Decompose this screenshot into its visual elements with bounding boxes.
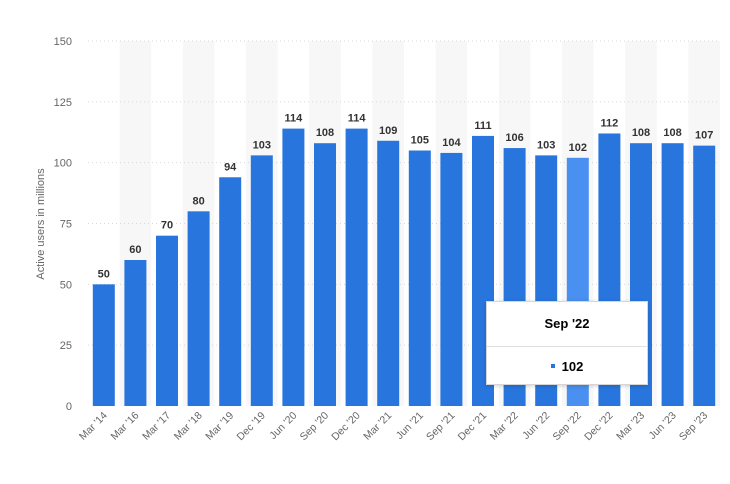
data-label: 112 xyxy=(601,117,619,129)
data-label: 94 xyxy=(224,161,237,173)
x-tick-label: Mar '22 xyxy=(488,410,521,443)
gridlines xyxy=(88,40,720,346)
bar xyxy=(92,284,115,406)
bar xyxy=(187,211,210,406)
bar xyxy=(693,145,716,406)
data-label: 114 xyxy=(285,113,304,125)
x-tick-label: Dec '22 xyxy=(582,410,616,444)
x-tick-label: Sep '22 xyxy=(550,410,584,444)
data-label: 104 xyxy=(442,137,461,149)
x-tick-label: Mar '21 xyxy=(361,410,394,443)
x-tick-label: Sep '20 xyxy=(298,410,332,444)
data-label: 50 xyxy=(98,268,110,280)
tooltip-body: 102 xyxy=(487,347,647,385)
y-tick-label: 25 xyxy=(60,340,72,352)
x-tick-label: Dec '21 xyxy=(456,410,490,444)
x-tick-label: Dec '19 xyxy=(234,410,268,444)
data-label: 108 xyxy=(632,127,650,139)
data-label: 108 xyxy=(316,127,334,139)
tooltip-title: Sep '22 xyxy=(487,302,647,347)
bar xyxy=(377,140,400,406)
tooltip: Sep '22 102 xyxy=(486,301,648,385)
x-tick-label: Mar '23 xyxy=(614,410,647,443)
data-label: 109 xyxy=(379,125,397,137)
y-tick-label: 0 xyxy=(66,401,72,413)
bar xyxy=(219,177,242,406)
y-tick-label: 150 xyxy=(54,36,72,48)
data-label: 106 xyxy=(505,132,523,144)
data-label: 102 xyxy=(569,142,587,154)
bar xyxy=(156,235,178,406)
bar xyxy=(250,155,273,406)
y-tick-label: 75 xyxy=(60,219,72,231)
y-tick-label: 50 xyxy=(60,279,72,291)
bar xyxy=(345,128,368,406)
y-tick-label: 100 xyxy=(54,158,72,170)
bar xyxy=(124,260,147,406)
data-label: 60 xyxy=(129,244,141,256)
data-label: 103 xyxy=(253,139,271,151)
x-tick-label: Jun '21 xyxy=(394,410,426,442)
x-tick-label: Sep '21 xyxy=(424,410,458,444)
tooltip-value: 102 xyxy=(561,358,584,374)
x-tick-label: Mar '16 xyxy=(109,410,142,443)
data-label: 70 xyxy=(161,220,173,232)
bar xyxy=(282,128,305,406)
y-axis-label: Active users in millions xyxy=(35,168,47,280)
data-label: 114 xyxy=(348,113,367,125)
x-tick-label: Mar '19 xyxy=(203,410,236,443)
x-tick-label: Jun '20 xyxy=(267,410,299,442)
data-label: 107 xyxy=(695,130,713,142)
data-label: 108 xyxy=(663,127,681,139)
data-labels: 50 60 70 80 94 103 114 108 114 109 105 104 111 106 103… xyxy=(98,113,714,281)
data-label: 103 xyxy=(537,139,555,151)
bar xyxy=(661,143,684,406)
y-tick-label: 125 xyxy=(54,97,72,109)
data-label: 111 xyxy=(474,120,491,132)
bar xyxy=(408,150,431,406)
data-label: 80 xyxy=(192,195,204,207)
x-tick-label: Mar '18 xyxy=(172,410,205,443)
square-marker-icon xyxy=(550,364,555,368)
x-tick-label: Jun '22 xyxy=(520,410,552,442)
x-tick-label: Mar '14 xyxy=(77,410,110,443)
bar xyxy=(440,152,463,406)
bar xyxy=(314,143,336,406)
y-axis-ticks: 0 25 50 75 100 125 150 xyxy=(54,36,72,413)
x-tick-label: Jun '23 xyxy=(647,410,679,442)
x-tick-label: Dec '20 xyxy=(329,410,363,444)
x-tick-label: Mar '17 xyxy=(140,410,173,443)
x-tick-label: Sep '23 xyxy=(677,410,711,444)
data-label: 105 xyxy=(411,135,429,147)
